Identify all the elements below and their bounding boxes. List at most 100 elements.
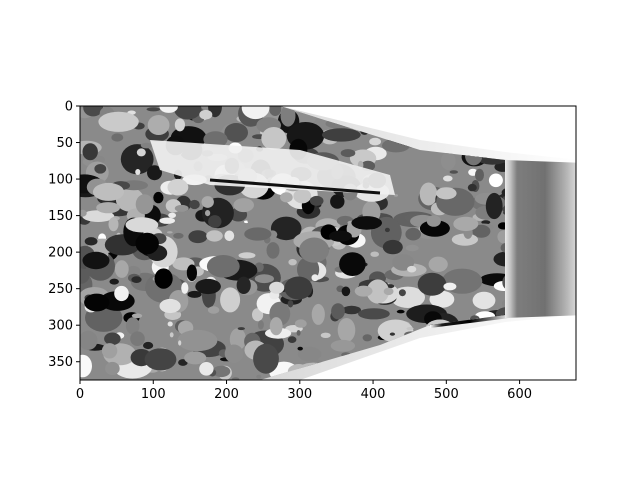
- texture-blotch: [174, 118, 185, 132]
- fade-band: [505, 160, 576, 318]
- texture-blotch: [485, 192, 503, 220]
- texture-blotch: [241, 106, 270, 120]
- texture-blotch: [449, 170, 458, 174]
- texture-blotch: [105, 361, 120, 376]
- texture-blotch: [398, 289, 406, 297]
- texture-blotch: [396, 309, 405, 314]
- texture-blotch: [453, 216, 479, 232]
- texture-blotch: [220, 287, 241, 313]
- texture-blotch: [224, 230, 235, 242]
- texture-blotch: [201, 196, 214, 208]
- texture-blotch: [297, 346, 322, 362]
- texture-blotch: [181, 282, 189, 294]
- texture-blotch: [125, 317, 140, 335]
- texture-blotch: [266, 242, 280, 259]
- texture-blotch: [177, 329, 218, 352]
- y-tick-label: 250: [48, 282, 73, 297]
- texture-blotch: [131, 313, 143, 319]
- y-tick-label: 50: [56, 136, 73, 151]
- texture-blotch: [358, 308, 390, 320]
- texture-blotch: [280, 192, 293, 203]
- texture-blotch: [184, 351, 207, 365]
- texture-blotch: [159, 106, 178, 113]
- texture-blotch: [494, 162, 505, 172]
- texture-blotch: [472, 291, 496, 310]
- texture-blotch: [294, 319, 307, 328]
- x-tick-label: 100: [141, 387, 166, 402]
- texture-blotch: [208, 106, 222, 118]
- texture-blotch: [82, 143, 98, 161]
- texture-blotch: [199, 362, 214, 376]
- y-tick-label: 100: [48, 173, 73, 188]
- texture-blotch: [311, 303, 325, 325]
- texture-blotch: [159, 298, 181, 314]
- texture-blotch: [311, 274, 319, 282]
- texture-blotch: [169, 332, 174, 338]
- texture-blotch: [212, 365, 231, 378]
- texture-blotch: [168, 212, 177, 218]
- texture-blotch: [493, 251, 505, 267]
- texture-blotch: [383, 287, 394, 296]
- y-tick-label: 300: [48, 319, 73, 334]
- texture-blotch: [287, 300, 294, 308]
- texture-blotch: [125, 217, 159, 233]
- texture-blotch: [339, 252, 366, 276]
- texture-blotch: [328, 230, 352, 242]
- texture-blotch: [136, 148, 146, 157]
- texture-blotch: [98, 111, 139, 132]
- texture-blotch: [428, 256, 448, 272]
- texture-blotch: [254, 274, 274, 284]
- texture-blotch: [417, 272, 447, 296]
- texture-blotch: [237, 327, 245, 331]
- texture-blotch: [284, 276, 313, 300]
- texture-blotch: [109, 278, 119, 285]
- texture-blotch: [362, 334, 372, 342]
- texture-blotch: [92, 182, 125, 201]
- heatmap-image: [80, 106, 576, 380]
- texture-blotch: [369, 137, 381, 146]
- texture-blotch: [131, 276, 142, 283]
- texture-blotch: [189, 199, 200, 210]
- texture-blotch: [236, 276, 251, 294]
- texture-blotch: [80, 209, 87, 217]
- texture-blotch: [407, 265, 417, 273]
- texture-blotch: [144, 348, 177, 371]
- texture-blotch: [309, 195, 324, 206]
- texture-blotch: [330, 194, 345, 209]
- texture-blotch: [135, 194, 154, 215]
- texture-blotch: [84, 293, 110, 312]
- texture-blotch: [299, 237, 330, 263]
- texture-blotch: [270, 216, 302, 241]
- texture-blotch: [147, 115, 170, 135]
- texture-blotch: [178, 340, 182, 346]
- texture-blotch: [146, 107, 161, 112]
- texture-blotch: [287, 336, 297, 343]
- texture-blotch: [280, 106, 296, 127]
- texture-blotch: [207, 306, 220, 314]
- texture-blotch: [330, 339, 356, 352]
- texture-blotch: [488, 173, 503, 188]
- texture-blotch: [321, 128, 361, 142]
- texture-blotch: [405, 244, 419, 252]
- texture-blotch: [366, 279, 389, 304]
- texture-blotch: [392, 254, 415, 271]
- texture-blotch: [186, 264, 197, 282]
- texture-blotch: [195, 278, 221, 295]
- texture-blotch: [384, 227, 390, 233]
- texture-blotch: [337, 318, 356, 343]
- texture-blotch: [84, 237, 98, 246]
- texture-blotch: [199, 109, 213, 120]
- texture-blotch: [320, 332, 331, 338]
- texture-blotch: [269, 317, 283, 336]
- x-tick-label: 400: [361, 387, 386, 402]
- texture-blotch: [253, 343, 279, 374]
- texture-blotch: [82, 251, 110, 270]
- texture-blotch: [419, 220, 450, 237]
- texture-blotch: [140, 142, 153, 149]
- texture-blotch: [244, 227, 272, 241]
- y-tick-label: 350: [48, 355, 73, 370]
- y-tick-label: 0: [65, 100, 73, 115]
- texture-blotch: [293, 188, 312, 204]
- texture-blotch: [331, 303, 345, 320]
